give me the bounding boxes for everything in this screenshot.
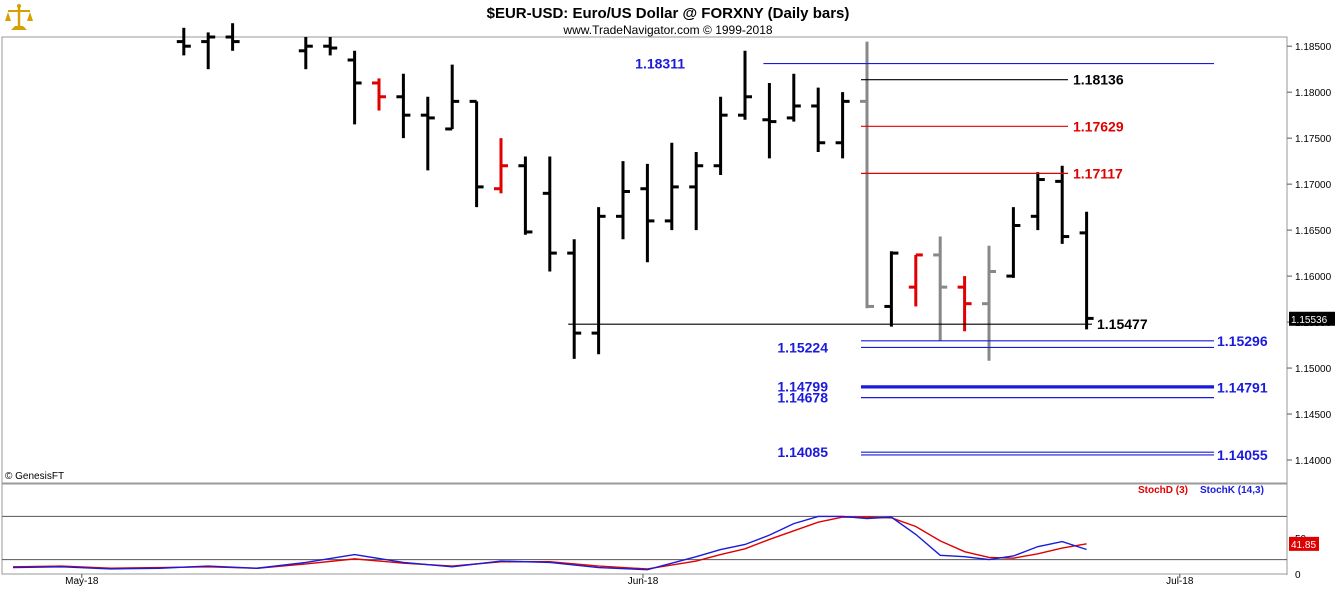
price-tick-label: 1.14500 <box>1295 410 1332 421</box>
level-label: 1.14678 <box>777 390 828 406</box>
price-tick-label: 1.18500 <box>1295 42 1332 53</box>
price-tick-label: 1.18000 <box>1295 88 1332 99</box>
price-tick-label: 1.16000 <box>1295 272 1332 283</box>
ohlc-bar <box>469 99 484 208</box>
ohlc-bar <box>811 87 826 152</box>
stochastic-panel-border <box>1 483 1288 575</box>
ohlc-bar <box>640 163 655 263</box>
ohlc-bar <box>1030 172 1045 231</box>
date-tick-label: Jun-18 <box>628 576 659 587</box>
ohlc-bar <box>689 151 704 231</box>
price-tick-label: 1.17000 <box>1295 180 1332 191</box>
date-tick-label: Jul-18 <box>1166 576 1194 587</box>
ohlc-bar <box>396 73 411 139</box>
stoch-value-badge <box>1289 536 1319 551</box>
ohlc-bar <box>933 236 948 341</box>
level-label: 1.18136 <box>1073 72 1124 88</box>
ohlc-bar <box>542 156 557 272</box>
level-label: 1.14799 <box>777 379 828 395</box>
stoch-value-label: 41.85 <box>1291 540 1316 551</box>
level-label: 1.18311 <box>635 56 685 72</box>
scales-of-justice-icon <box>4 3 34 33</box>
ohlc-bar <box>567 239 582 359</box>
ohlc-bar <box>323 37 338 56</box>
ohlc-bar <box>518 156 533 235</box>
level-label: 1.14055 <box>1217 447 1268 463</box>
level-label: 1.14085 <box>777 444 828 460</box>
level-label: 1.15296 <box>1217 333 1268 349</box>
ohlc-bar <box>591 207 606 355</box>
legend-stochd: StochD (3) <box>1138 485 1188 496</box>
stochastic-panel: StochD (3)StochK (14,3)50041.85 <box>2 485 1319 581</box>
last-price-badge <box>1289 311 1335 326</box>
ohlc-bar <box>1006 207 1021 278</box>
chart-frame <box>1 36 1288 575</box>
stoch-series-line <box>12 515 1087 571</box>
ohlc-bar <box>738 50 752 120</box>
price-panel-border <box>1 36 1288 484</box>
ohlc-bar <box>664 142 679 231</box>
level-label: 1.17629 <box>1073 118 1124 134</box>
ohlc-bar <box>176 27 191 56</box>
date-tick-label: May-18 <box>65 576 99 587</box>
level-label: 1.15477 <box>1097 316 1148 332</box>
date-axis: May-18 Jun-18 Jul-18 <box>65 574 1194 587</box>
ohlc-bar <box>762 82 777 159</box>
ohlc-bar <box>1079 211 1094 330</box>
legend-stochk: StochK (14,3) <box>1200 485 1264 496</box>
ohlc-bar <box>1055 165 1070 244</box>
ohlc-bar <box>494 138 508 194</box>
price-tick-label: 1.14000 <box>1295 456 1332 467</box>
ohlc-bar <box>884 251 899 327</box>
ohlc-bar <box>786 73 801 122</box>
last-price-label: 1.15536 <box>1291 315 1328 326</box>
ohlc-bar <box>347 50 362 125</box>
stoch-tick-label: 0 <box>1295 570 1301 581</box>
level-label: 1.17117 <box>1073 165 1123 181</box>
copyright-text: © GenesisFT <box>5 471 64 482</box>
ohlc-bar <box>372 78 386 111</box>
ohlc-bar <box>908 253 923 307</box>
ohlc-bar <box>957 276 972 332</box>
ohlc-bar <box>420 96 435 171</box>
ohlc-bar <box>835 92 850 159</box>
price-tick-label: 1.17500 <box>1295 134 1332 145</box>
ohlc-bar <box>982 245 996 361</box>
price-tick-label: 1.15000 <box>1295 364 1332 375</box>
level-label: 1.14791 <box>1217 379 1268 395</box>
ohlc-bar <box>298 37 313 70</box>
fibonacci-levels: 1.18311 1.18136 1.17629 1.17117 1.15477 1.152… <box>568 56 1268 463</box>
ohlc-bar <box>616 161 630 240</box>
ohlc-bar <box>225 23 240 51</box>
ohlc-bar <box>201 32 216 70</box>
chart-title: $EUR-USD: Euro/US Dollar @ FORXNY (Daily… <box>487 5 850 22</box>
ohlc-bar <box>860 41 874 309</box>
level-label: 1.15224 <box>777 339 828 355</box>
price-bars <box>176 23 1094 361</box>
ohlc-bar <box>445 64 460 131</box>
price-axis: 1.18500 1.18000 1.17500 1.17000 1.16500 1.160… <box>1287 42 1335 467</box>
ohlc-bar <box>713 96 728 175</box>
price-tick-label: 1.16500 <box>1295 226 1332 237</box>
chart-subtitle: www.TradeNavigator.com © 1999-2018 <box>562 23 772 37</box>
